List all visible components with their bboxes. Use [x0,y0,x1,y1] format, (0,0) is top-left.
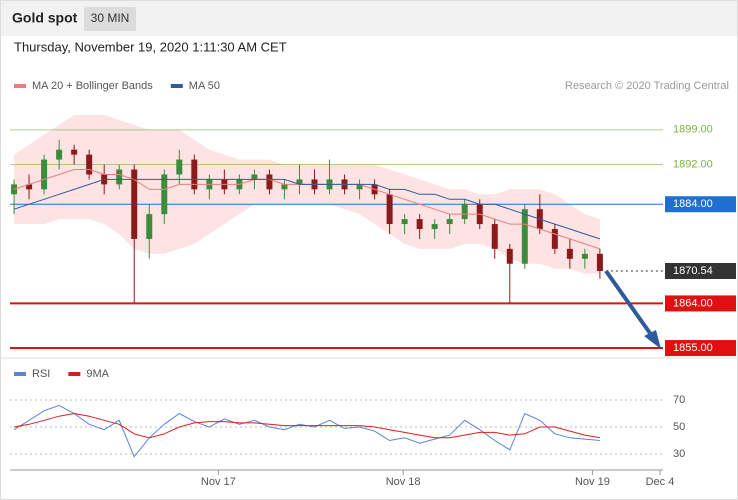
y-tick-label: 30 [673,448,685,460]
level-label: 1892.00 [673,158,713,170]
candle-body [491,224,498,249]
candle-body [41,159,48,190]
candle-body [296,179,303,185]
candle-body [161,174,168,215]
candle-body [446,219,453,225]
y-tick-label: 50 [673,421,685,433]
level-box [665,340,736,357]
candle-body [176,159,183,175]
candle-body [116,169,123,185]
level-label: 1899.00 [673,124,713,136]
level-label: 1864.00 [673,297,713,309]
timestamp: Thursday, November 19, 2020 1:11:30 AM C… [14,39,287,54]
interval-label[interactable]: 30 MIN [91,11,130,25]
level-box [665,196,736,213]
rsi-panel: RSI 9MA 30 50 70 Nov 17 Nov 18 Nov 19 Dec 4 [10,368,685,488]
legend-label: 9MA [86,368,109,380]
level-label: 1870.54 [673,265,713,277]
legend-label: RSI [32,368,50,380]
candle-body [506,248,513,264]
rsi-line [14,412,600,439]
candle-body [56,149,63,160]
candle-body [461,204,468,220]
candle-body [431,224,438,230]
x-tick-label: Nov 19 [575,476,610,488]
candle-body [266,174,273,190]
legend-swatch [170,84,183,88]
level-label: 1884.00 [673,198,713,210]
ma-line [13,178,601,240]
price-panel: MA 20 + Bollinger Bands MA 50 Research © 2… [10,80,736,357]
legend-label: MA 20 + Bollinger Bands [32,80,153,92]
x-tick-label: Nov 18 [386,476,421,488]
candle-body [11,184,18,195]
level-box [665,262,736,279]
x-tick-label: Dec 4 [646,476,675,488]
candle-body [551,229,558,249]
bollinger-band [14,115,600,274]
candle-body [356,184,363,190]
candle-body [131,169,138,239]
legend-swatch [68,372,81,376]
candle-body [191,159,198,190]
watermark: Research © 2020 Trading Central [565,80,729,92]
candle-body [581,253,588,259]
candle-body [146,214,153,239]
legend-swatch [14,84,26,88]
candle-body [86,154,93,175]
candle-body [281,184,288,190]
legend-label: MA 50 [189,80,220,92]
candle-body [401,219,408,225]
level-box [665,295,736,312]
candle-body [596,253,603,271]
candle-body [386,194,393,225]
candle-body [566,248,573,259]
instrument-title: Gold spot [12,10,78,26]
projection-arrow [604,269,661,349]
y-tick-label: 70 [673,394,685,406]
x-tick-label: Nov 17 [201,476,236,488]
candle-body [416,219,423,230]
candle-body [521,209,528,264]
interval-badge[interactable] [84,7,136,31]
candle-body [26,184,33,190]
candle-body [251,174,258,180]
level-label: 1855.00 [673,342,713,354]
candle-body [71,149,78,155]
legend-swatch [14,372,26,376]
